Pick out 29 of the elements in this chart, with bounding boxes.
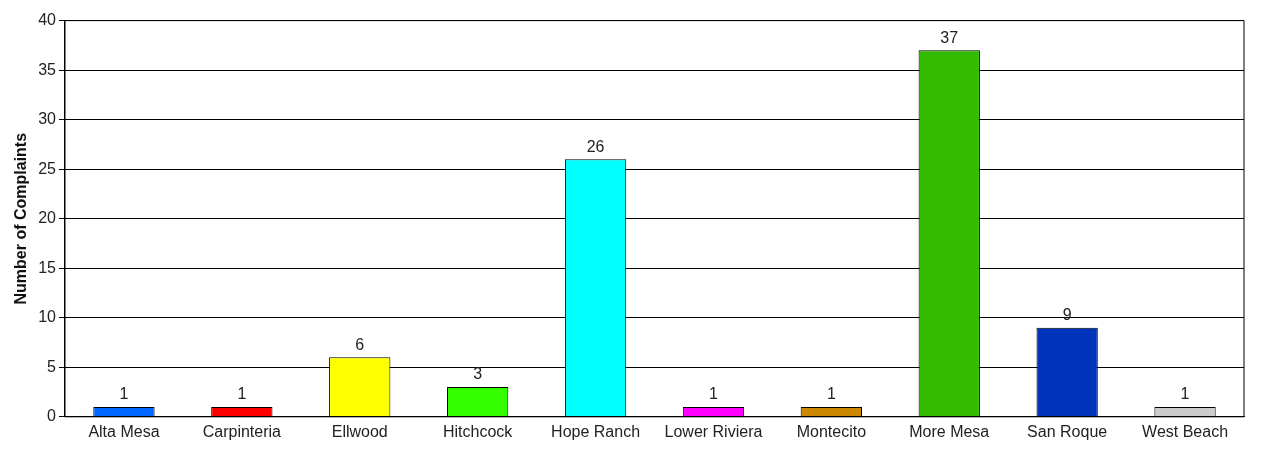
y-axis-title: Number of Complaints <box>12 132 30 305</box>
data-label: 26 <box>586 137 605 155</box>
x-tick-label: Montecito <box>796 422 867 440</box>
x-tick-label: Ellwood <box>331 422 388 440</box>
x-tick-label: Hitchcock <box>442 422 514 440</box>
y-tick-label: 0 <box>47 407 57 425</box>
x-tick-label: Lower Riviera <box>664 422 763 440</box>
x-tick-label: Hope Ranch <box>551 422 641 440</box>
data-label: 6 <box>355 335 365 353</box>
data-label: 1 <box>119 385 129 403</box>
x-tick-label: Carpinteria <box>202 422 282 440</box>
x-tick-label: San Roque <box>1027 422 1108 440</box>
y-tick-label: 10 <box>38 308 57 326</box>
data-label: 1 <box>1180 385 1190 403</box>
y-tick-label: 35 <box>38 60 57 78</box>
x-tick-label: Alta Mesa <box>88 422 160 440</box>
x-tick-label: More Mesa <box>909 422 990 440</box>
y-tick-label: 15 <box>38 258 57 276</box>
data-label: 1 <box>237 385 247 403</box>
data-label: 37 <box>940 28 959 46</box>
data-label: 1 <box>826 385 836 403</box>
y-tick-label: 40 <box>38 11 57 29</box>
y-tick-label: 20 <box>38 209 57 227</box>
y-tick-label: 25 <box>38 159 57 177</box>
data-label: 3 <box>473 365 483 383</box>
y-tick-label: 30 <box>38 110 57 128</box>
y-tick-label: 5 <box>47 357 57 375</box>
x-tick-label: West Beach <box>1142 422 1229 440</box>
data-label: 1 <box>709 385 718 403</box>
